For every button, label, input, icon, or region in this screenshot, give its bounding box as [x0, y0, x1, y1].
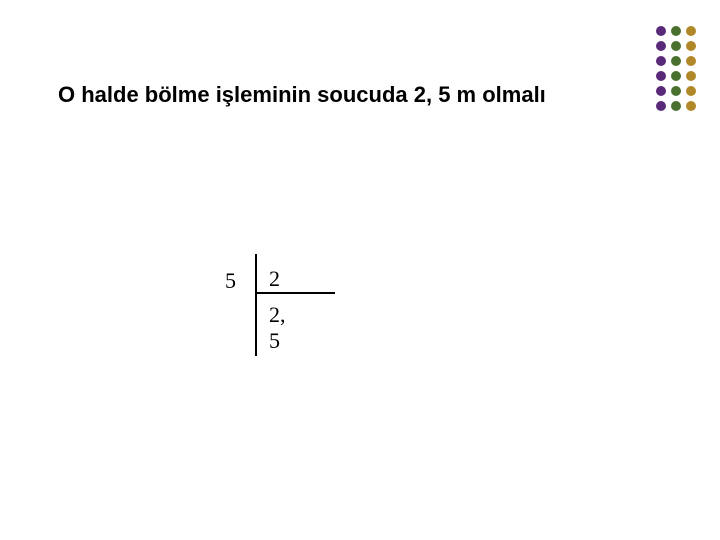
dot-icon — [671, 41, 681, 51]
dot-icon — [686, 101, 696, 111]
dot-icon — [686, 26, 696, 36]
dot-icon — [686, 56, 696, 66]
dot-icon — [686, 41, 696, 51]
quotient: 2, 5 — [269, 302, 286, 354]
dot-icon — [671, 71, 681, 81]
dots-column — [671, 26, 681, 111]
dot-icon — [671, 86, 681, 96]
dots-column — [686, 26, 696, 111]
dot-icon — [656, 101, 666, 111]
dot-icon — [686, 86, 696, 96]
divisor: 2 — [269, 266, 280, 292]
page-title: O halde bölme işleminin soucuda 2, 5 m o… — [58, 82, 546, 108]
dot-icon — [671, 56, 681, 66]
dot-icon — [656, 86, 666, 96]
dot-icon — [656, 71, 666, 81]
dot-icon — [686, 71, 696, 81]
dot-icon — [671, 26, 681, 36]
dots-column — [656, 26, 666, 111]
division-horizontal-line — [255, 292, 335, 294]
dot-icon — [671, 101, 681, 111]
dividend: 5 — [225, 268, 236, 294]
dot-icon — [656, 41, 666, 51]
dot-icon — [656, 26, 666, 36]
dot-icon — [656, 56, 666, 66]
division-vertical-line — [255, 254, 257, 356]
